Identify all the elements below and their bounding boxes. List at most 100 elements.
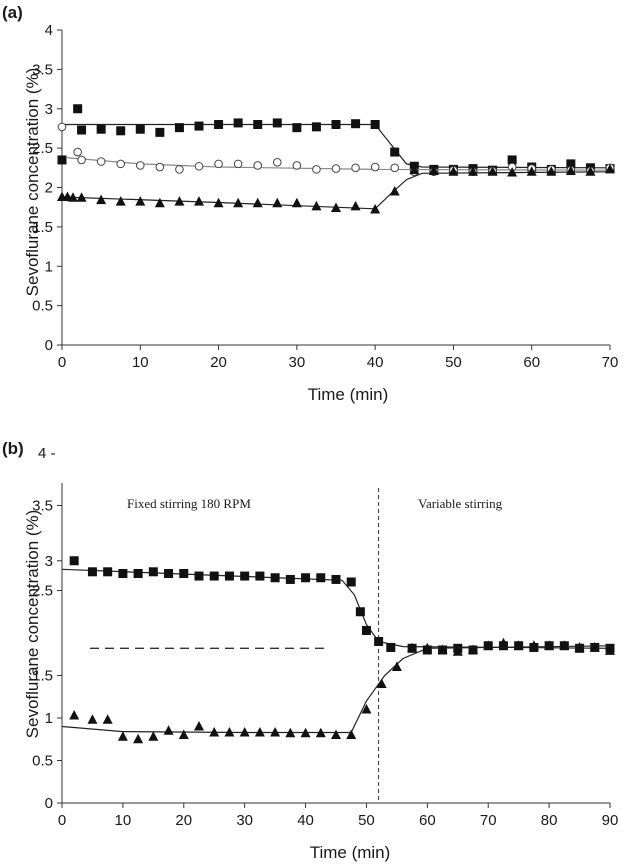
panel-1-series-0-point — [133, 569, 143, 578]
panel-1-series-1-point — [574, 641, 585, 652]
panel-0-series-2-point — [546, 166, 557, 176]
panel-0-y-tick-label: 0 — [45, 337, 53, 354]
panel-0-series-2-point — [174, 196, 185, 206]
panel-1-series-1-point — [315, 727, 326, 738]
panel-1-series-0-point — [255, 571, 265, 581]
panel-0-series-0-point — [57, 155, 67, 165]
panel-a: (a) Sevoflurane concentration (%) Time (… — [2, 3, 618, 404]
panel-1-series-0-point — [346, 577, 356, 587]
panel-1-series-1-point — [148, 731, 159, 741]
panel-0-series-2-point — [507, 167, 518, 177]
panel-1-x-tick-label: 40 — [297, 812, 314, 829]
panel-0-series-1-point — [214, 159, 223, 169]
panel-0-series-2-point — [96, 194, 107, 205]
panel-1-series-0-point — [194, 571, 204, 581]
panel-0-series-1-point — [390, 163, 400, 173]
panel-1-series-0-point — [355, 607, 365, 617]
panel-0-series-2-point — [252, 197, 263, 208]
panel-0-series-0-point — [253, 120, 263, 129]
panel-1-series-1-point — [498, 637, 509, 648]
panel-0-y-tick-label: 3.5 — [32, 61, 53, 78]
panel-0-series-1-point — [155, 162, 165, 172]
panel-1-series-1-point — [270, 726, 281, 737]
panel-1-series-1-point — [239, 726, 250, 737]
panel-0-series-0-point — [272, 118, 282, 128]
panel-1-series-1-point — [528, 640, 539, 650]
panel-1-series-1-point — [376, 678, 387, 688]
panel-1-series-1-point — [346, 729, 357, 739]
panel-1-series-0-point — [179, 569, 189, 578]
panel-b: (b) Sevoflurane concentration (%) Time (… — [2, 439, 618, 862]
panel-1-series-1-point — [422, 642, 433, 653]
panel-0-series-0-point — [194, 121, 204, 131]
panel-1-series-1-point — [605, 645, 615, 655]
panel-1-series-1-point — [331, 729, 341, 739]
panel-1-series-0-point — [103, 567, 113, 577]
panel-0-x-tick-label: 20 — [210, 354, 227, 371]
panel-1-series-0-point — [374, 637, 384, 646]
panel-0-series-1-point — [233, 159, 243, 169]
panel-1-x-tick-label: 50 — [358, 812, 375, 829]
panel-0-series-0-point — [292, 123, 302, 133]
panel-0-series-2-point — [526, 166, 537, 176]
panel-0-series-2-point — [331, 202, 341, 212]
panel-1-series-0-point — [69, 556, 79, 566]
panel-1-y-tick-label: 2.5 — [32, 583, 53, 600]
panel-1-y-tick-label: 4 - — [38, 445, 56, 462]
panel-1-x-tick-label: 70 — [480, 812, 497, 829]
panel-1-series-1-point — [589, 641, 600, 652]
panel-0-series-1-point — [194, 161, 204, 171]
panel-1-series-1-point — [483, 640, 494, 650]
panel-0-x-tick-label: 70 — [602, 354, 619, 371]
panel-1-series-1-point — [163, 725, 174, 735]
panel-b-label: (b) — [2, 439, 24, 458]
panel-0-series-2-point — [350, 200, 361, 211]
panel-1-series-1-point — [194, 721, 204, 731]
panel-1-series-1-point — [69, 709, 80, 720]
panel-1-series-1-point — [361, 704, 372, 714]
panel-1-series-0-point — [301, 573, 311, 583]
panel-0-series-2-point — [115, 196, 126, 206]
panel-1-x-tick-label: 0 — [58, 812, 66, 829]
panel-0-x-tick-label: 60 — [523, 354, 540, 371]
panel-1-series-1-point — [559, 640, 570, 650]
panel-0-series-0-point — [116, 126, 126, 136]
panel-0-series-1-point — [96, 157, 106, 166]
panel-a-x-axis-title: Time (min) — [308, 385, 389, 404]
panel-0-series-1-point — [331, 164, 341, 173]
panel-1-series-0-point — [240, 571, 250, 581]
panel-1-series-0-fit-line — [61, 568, 611, 649]
panel-1-x-tick-label: 80 — [541, 812, 558, 829]
panel-0-series-1-point — [292, 161, 302, 170]
panel-0-x-tick-label: 0 — [58, 354, 66, 371]
panel-0-series-2-point — [154, 197, 165, 208]
panel-0-y-tick-label: 4 — [45, 22, 53, 39]
panel-0-series-0-point — [331, 120, 341, 129]
panel-1-y-tick-label: 0.5 — [32, 753, 53, 770]
panel-0-series-2-point — [585, 166, 596, 176]
panel-0-series-0-point — [73, 104, 83, 114]
panel-0-series-1-point — [272, 158, 282, 167]
panel-a-label: (a) — [2, 3, 23, 22]
panel-0-series-2-point — [448, 166, 459, 176]
panel-0-series-0-point — [135, 124, 145, 134]
panel-0-series-2-point — [272, 197, 283, 208]
panel-0-series-0-point — [566, 159, 576, 169]
panel-0-series-1-point — [370, 162, 380, 172]
panel-1-series-1-point — [178, 729, 189, 739]
panel-b-x-axis-title: Time (min) — [310, 843, 391, 862]
panel-0-x-tick-label: 50 — [445, 354, 462, 371]
panel-0-series-1-point — [175, 165, 184, 174]
panel-0-series-2-point — [428, 165, 439, 175]
panel-0-series-1-point — [57, 122, 67, 132]
panel-1-series-1-point — [468, 644, 478, 654]
panel-0-series-2-point — [468, 166, 478, 176]
panel-1-y-tick-label: 0 — [45, 795, 53, 812]
panel-1-series-0-point — [87, 567, 97, 577]
panel-0-y-tick-label: 1.5 — [32, 219, 53, 236]
panel-0-series-0-point — [370, 120, 380, 129]
panel-1-series-1-point — [87, 714, 98, 724]
panel-1-series-1-point — [544, 640, 555, 650]
panel-1-series-0-point — [270, 573, 280, 583]
panel-0-y-tick-label: 1 — [45, 258, 53, 275]
